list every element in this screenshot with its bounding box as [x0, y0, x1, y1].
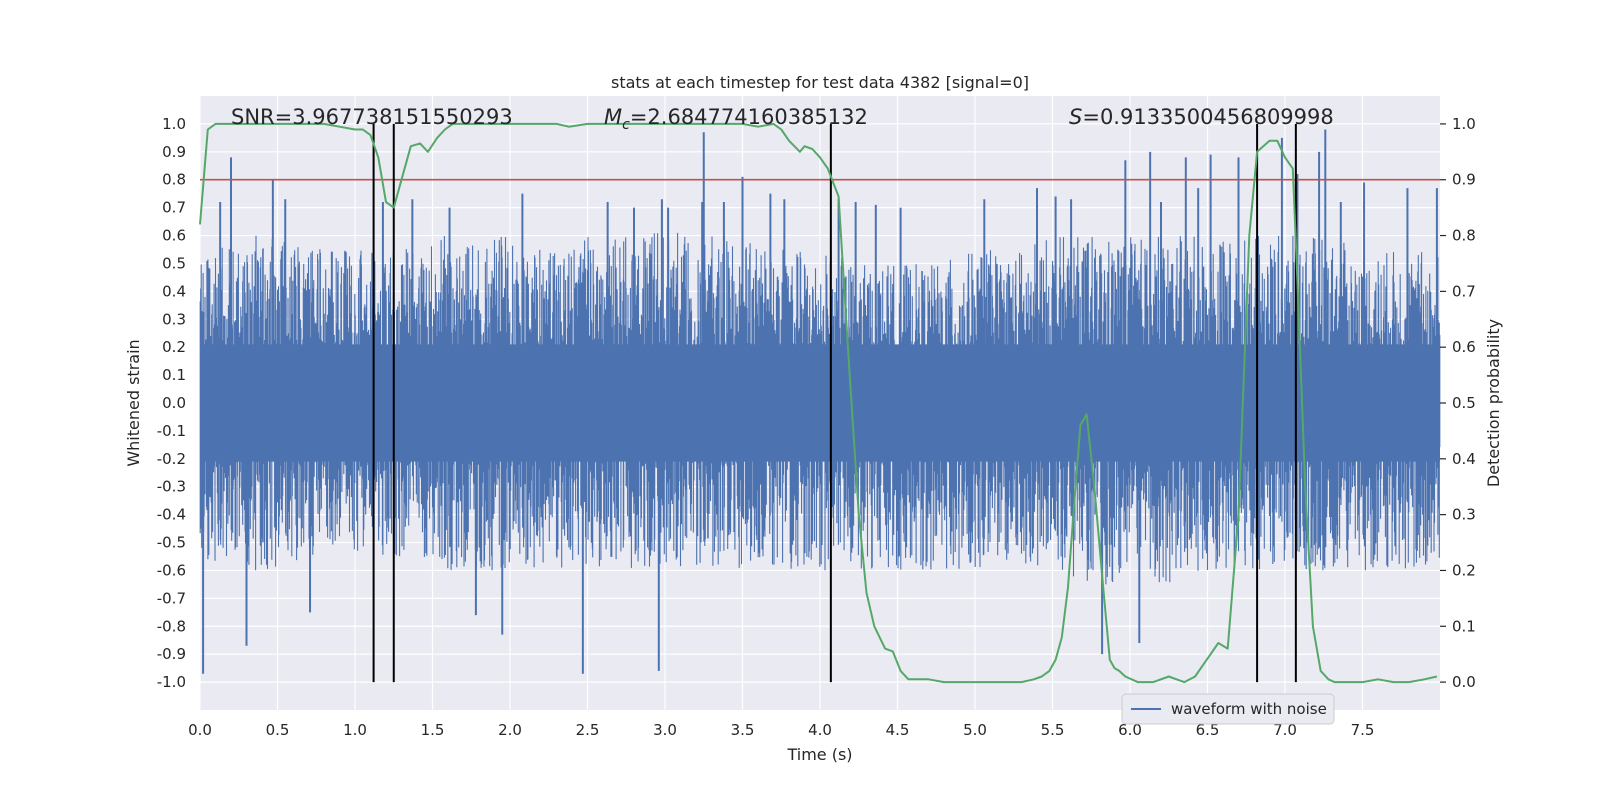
y2-tick-label: 0.3	[1452, 506, 1476, 524]
x-tick-label: 3.0	[653, 721, 677, 739]
x-tick-label: 1.5	[421, 721, 445, 739]
y-tick-label: -0.5	[157, 534, 186, 552]
s-annotation: S=0.9133500456809998	[1069, 105, 1334, 129]
y-axis-ticks: -1.0 -0.9 -0.8 -0.7 -0.6 -0.5 -0.4 -0.3 -0.2 -0.1…	[157, 115, 186, 691]
x-tick-label: 1.0	[343, 721, 367, 739]
x-tick-label: 4.0	[808, 721, 832, 739]
chirp-mass-subscript: c	[622, 117, 630, 133]
legend-box	[1121, 693, 1335, 725]
y-axis-label: Whitened strain	[124, 339, 143, 466]
y-tick-label: 0.9	[162, 143, 186, 161]
y2-tick-label: 0.4	[1452, 450, 1476, 468]
y-tick-label: -0.4	[157, 506, 186, 524]
y-tick-label: 0.6	[162, 227, 186, 245]
s-symbol: S	[1069, 105, 1082, 129]
y2-tick-label: 0.7	[1452, 282, 1476, 300]
y-tick-label: 0.7	[162, 199, 186, 217]
chirp-mass-annotation: Mc=2.684774160385132	[604, 105, 868, 133]
y-tick-label: 0.0	[162, 394, 186, 412]
y2-tick-label: 0.0	[1452, 673, 1476, 691]
y2-tick-label: 0.8	[1452, 227, 1476, 245]
x-tick-label: 4.5	[886, 721, 910, 739]
legend: waveform with noise	[1121, 693, 1335, 725]
x-axis-ticks: 0.0 0.5 1.0 1.5 2.0 2.5 3.0 3.5 4.0 4.5 5.0 5.5 6.0 6…	[188, 721, 1374, 739]
legend-label: waveform with noise	[1171, 700, 1327, 718]
strain-series	[199, 129, 1441, 674]
chirp-mass-symbol: M	[604, 105, 622, 129]
x-tick-label: 2.5	[576, 721, 600, 739]
y2-tick-label: 0.6	[1452, 338, 1476, 356]
y-tick-label: 0.3	[162, 310, 186, 328]
y-tick-label: -0.8	[157, 617, 186, 635]
probability-line	[199, 122, 1438, 684]
x-tick-label: 5.5	[1041, 721, 1065, 739]
y-tick-label: 0.1	[162, 366, 186, 384]
y-tick-label: 0.2	[162, 338, 186, 356]
probability-series	[199, 122, 1438, 684]
y-tick-label: -0.7	[157, 589, 186, 607]
y2-axis-ticks: 0.0 0.1 0.2 0.3 0.4 0.5 0.6 0.7 0.8 0.9 1.0	[1440, 115, 1476, 691]
y-tick-label: -0.6	[157, 561, 186, 579]
x-axis-label: Time (s)	[786, 745, 852, 764]
y2-tick-label: 0.1	[1452, 617, 1476, 635]
x-tick-label: 5.0	[963, 721, 987, 739]
chart-title: stats at each timestep for test data 438…	[611, 73, 1029, 92]
y-tick-label: -0.1	[157, 422, 186, 440]
s-value: =0.9133500456809998	[1082, 105, 1333, 129]
y-tick-label: -0.3	[157, 478, 186, 496]
chirp-mass-value: =2.684774160385132	[630, 105, 868, 129]
y-tick-label: -1.0	[157, 673, 186, 691]
y-tick-label: -0.9	[157, 645, 186, 663]
x-tick-label: 7.5	[1351, 721, 1375, 739]
marker-lines	[372, 123, 1297, 683]
y2-tick-label: 0.2	[1452, 561, 1476, 579]
y-tick-label: 0.5	[162, 254, 186, 272]
y2-tick-label: 0.9	[1452, 171, 1476, 189]
x-tick-label: 6.5	[1196, 721, 1220, 739]
x-tick-label: 3.5	[731, 721, 755, 739]
y2-axis-label: Detection probability	[1484, 319, 1503, 487]
x-tick-label: 7.0	[1273, 721, 1297, 739]
y-tick-label: 0.8	[162, 171, 186, 189]
y-tick-label: 1.0	[162, 115, 186, 133]
snr-annotation: SNR=3.967738151550293	[231, 105, 513, 129]
x-tick-label: 2.0	[498, 721, 522, 739]
x-tick-label: 6.0	[1118, 721, 1142, 739]
y-tick-label: -0.2	[157, 450, 186, 468]
x-tick-label: 0.0	[188, 721, 212, 739]
x-tick-label: 0.5	[266, 721, 290, 739]
y2-tick-label: 0.5	[1452, 394, 1476, 412]
y-tick-label: 0.4	[162, 282, 186, 300]
y2-tick-label: 1.0	[1452, 115, 1476, 133]
